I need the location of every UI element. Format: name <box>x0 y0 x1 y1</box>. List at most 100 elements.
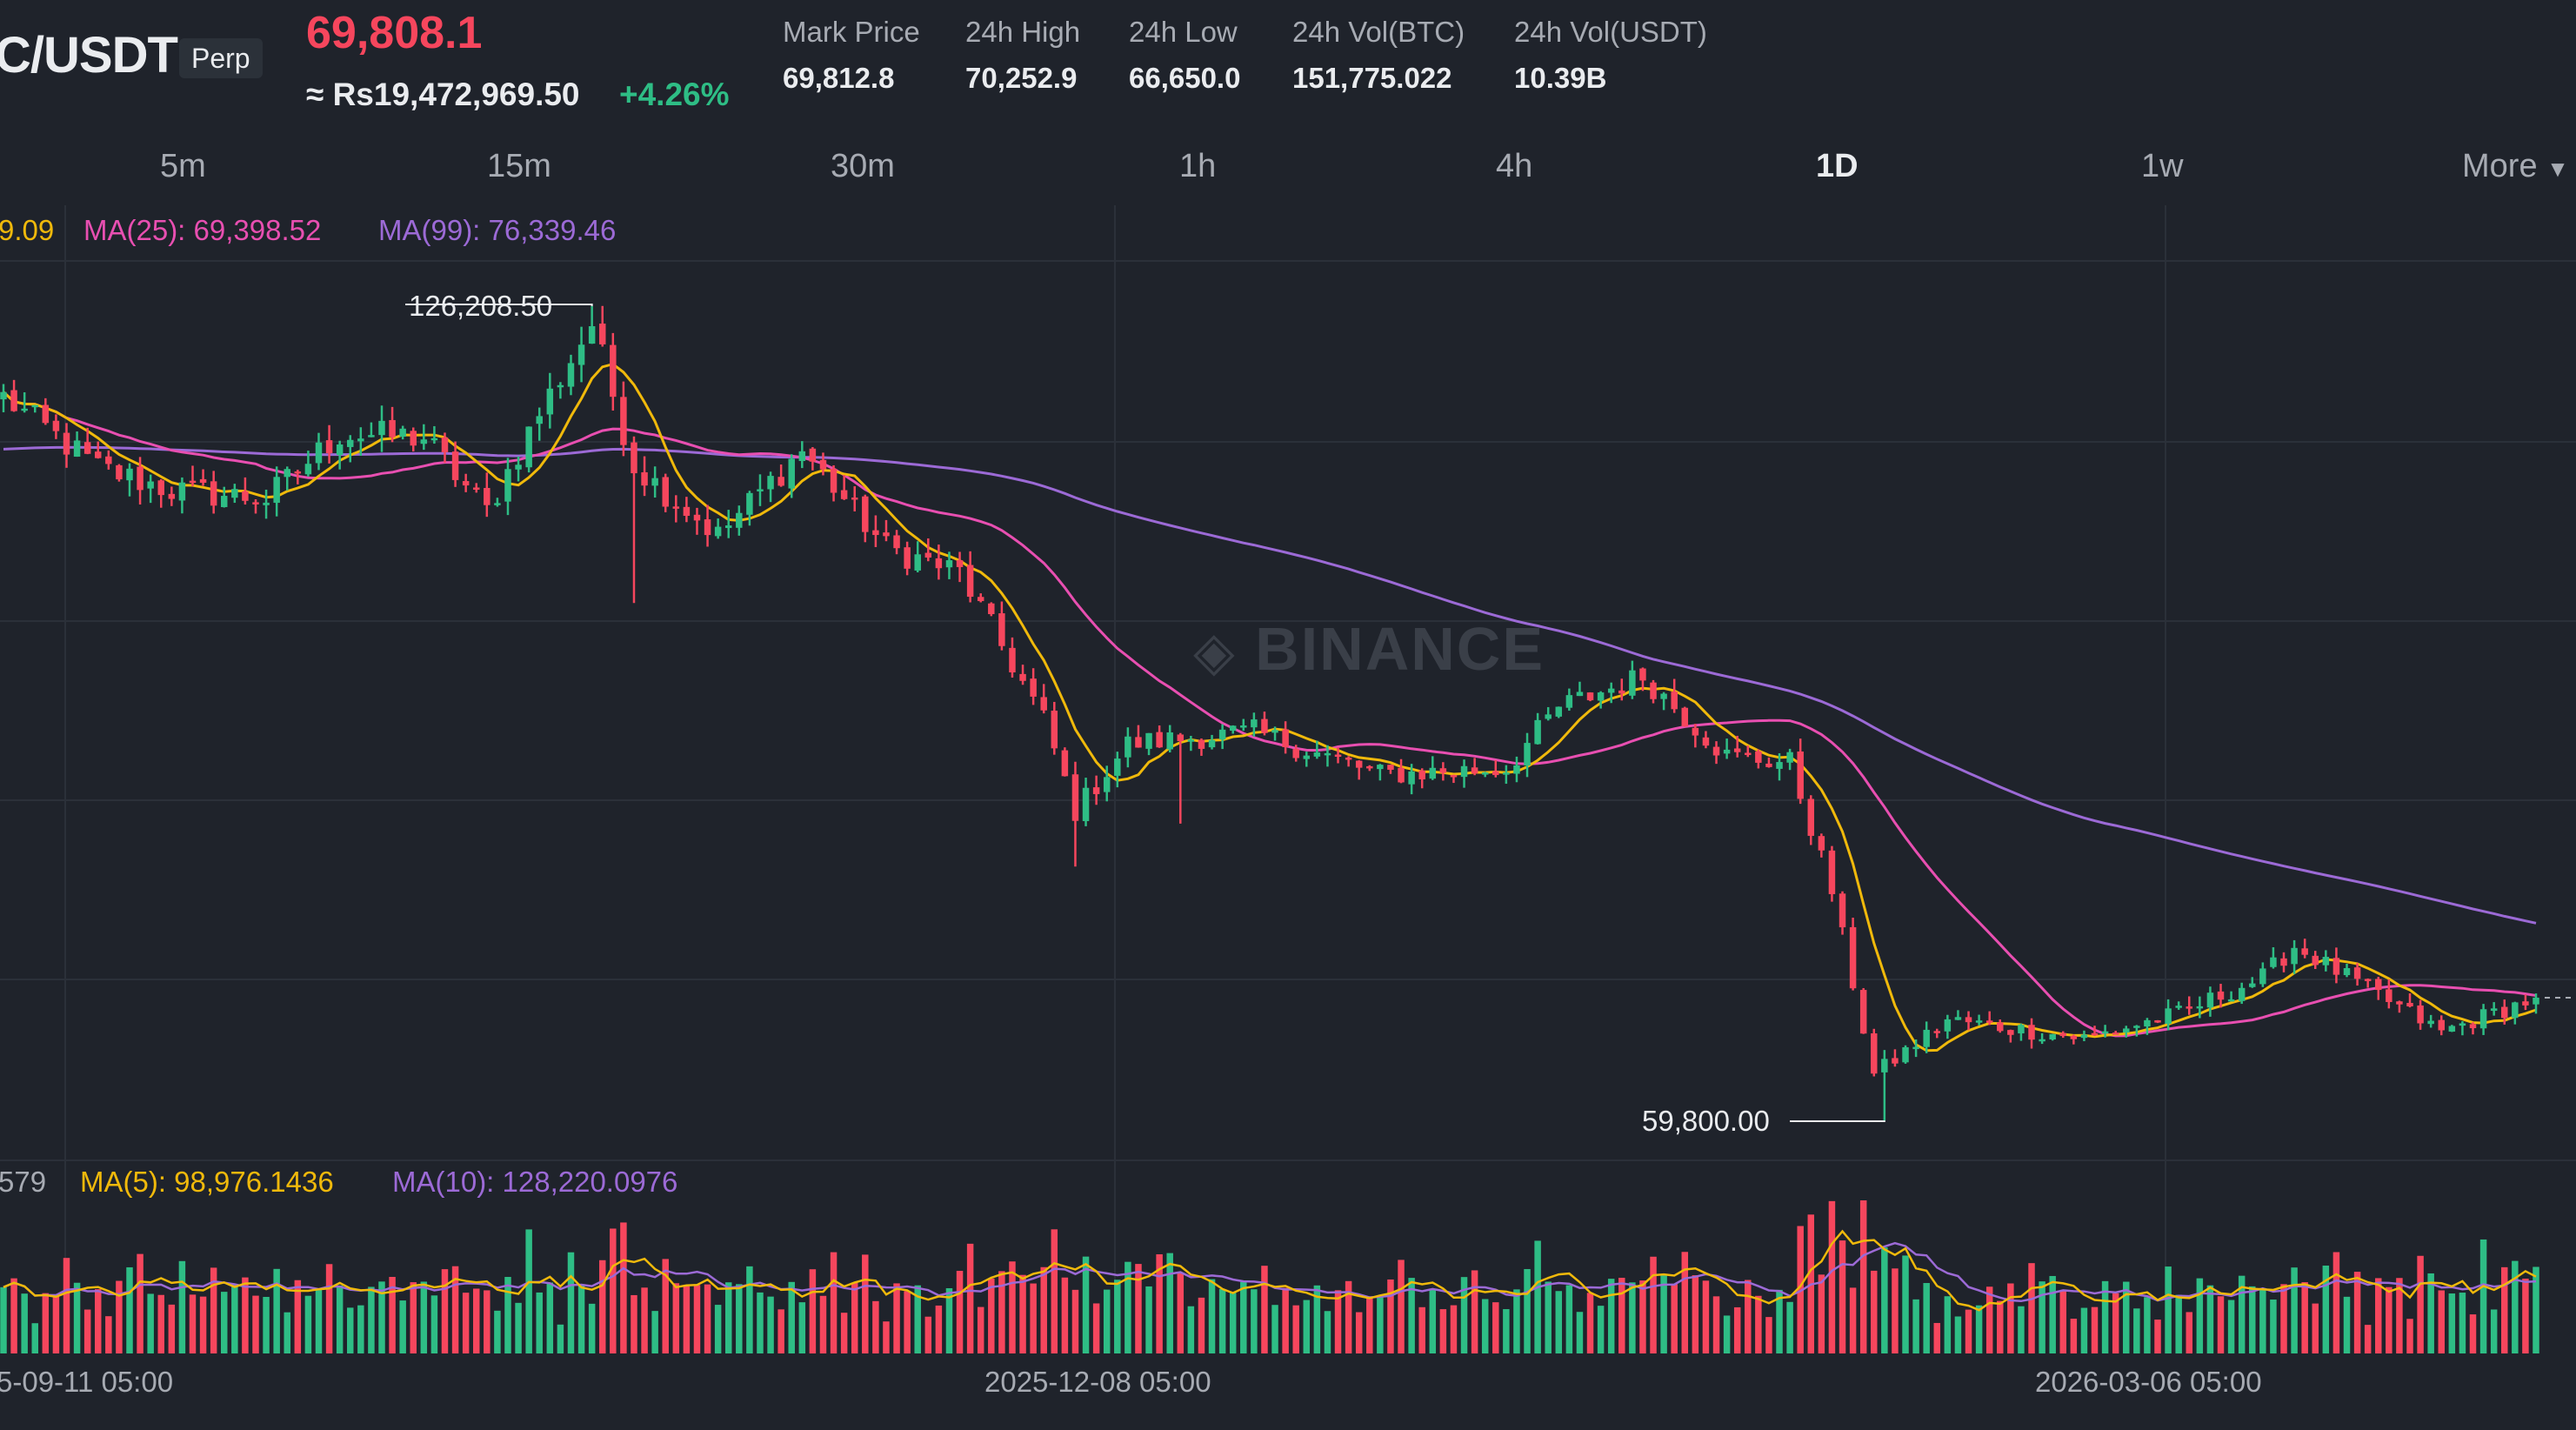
converted-price: ≈ Rs19,472,969.50 <box>306 77 580 112</box>
volume-bar <box>1240 1281 1247 1353</box>
candle-body <box>1671 692 1678 710</box>
volume-bar <box>2448 1293 2456 1353</box>
candle-body <box>2280 958 2287 966</box>
volume-bar <box>798 1302 806 1353</box>
candle-body <box>2375 979 2382 991</box>
volume-bar <box>1681 1252 1689 1353</box>
candle-body <box>1439 768 1447 773</box>
tab-1w[interactable]: 1w <box>2141 148 2184 184</box>
volume-bar <box>294 1280 302 1353</box>
volume-bar <box>95 1289 102 1353</box>
volume-bar <box>1975 1305 1983 1353</box>
volume-bar <box>1303 1300 1311 1353</box>
candle-body <box>724 525 732 529</box>
volume-bar <box>2501 1266 2508 1353</box>
candle-body <box>1009 647 1016 672</box>
volume-bar <box>966 1243 974 1353</box>
volume-bar <box>168 1304 176 1353</box>
volume-bar <box>1408 1278 1415 1353</box>
candle-body <box>2427 1020 2434 1025</box>
candle-body <box>883 532 890 537</box>
volume-bar <box>273 1268 280 1353</box>
candle-body <box>336 444 344 456</box>
candle-body <box>2206 992 2214 1008</box>
volume-bar <box>2217 1296 2225 1353</box>
volume-bar <box>1965 1309 1972 1353</box>
candle-body <box>1145 732 1152 749</box>
candle-body <box>1092 787 1100 794</box>
volume-bar <box>1859 1200 1867 1353</box>
volume-bar <box>2438 1290 2445 1353</box>
candle-body <box>389 419 396 438</box>
volume-bar <box>399 1300 406 1353</box>
tab-1h[interactable]: 1h <box>1179 148 1217 184</box>
candle-body <box>105 456 112 464</box>
volume-bar <box>1513 1289 1520 1353</box>
volume-bar <box>1597 1306 1605 1353</box>
tab-30m[interactable]: 30m <box>831 148 895 184</box>
tab-4h[interactable]: 4h <box>1496 148 1533 184</box>
more-timeframes-button[interactable]: More ▼ <box>2462 148 2569 185</box>
volume-bar <box>1639 1280 1646 1353</box>
candle-body <box>2479 1009 2487 1029</box>
candle-body <box>2186 1006 2193 1009</box>
candle-body <box>95 451 102 458</box>
x-axis-label-2: 2025-12-08 05:00 <box>984 1366 1211 1398</box>
tab-15m[interactable]: 15m <box>487 148 551 184</box>
volume-bar <box>1398 1260 1405 1353</box>
volume-bar <box>220 1292 228 1353</box>
volume-bar <box>2343 1296 2351 1353</box>
volume-bar <box>998 1271 1005 1353</box>
candle-body <box>83 442 91 454</box>
volume-bar <box>178 1260 186 1353</box>
volume-bar <box>2291 1267 2298 1353</box>
volume-bar <box>1387 1279 1394 1353</box>
volume-bar <box>1871 1270 1878 1353</box>
volume-bar <box>1061 1277 1069 1353</box>
candle-body <box>1292 749 1299 758</box>
candle-body <box>242 491 249 501</box>
candle-body <box>2270 957 2277 967</box>
tab-5m[interactable]: 5m <box>160 148 206 184</box>
volume-bar <box>1261 1266 1268 1353</box>
volume-bars <box>0 1200 2539 1353</box>
volume-bar <box>620 1222 627 1353</box>
candle-body <box>862 496 869 532</box>
volume-bar <box>1985 1286 1993 1353</box>
candle-body <box>1187 739 1195 742</box>
volume-bar <box>2133 1308 2140 1353</box>
candle-body <box>147 481 154 489</box>
candle-body <box>73 440 81 458</box>
candle-body <box>1985 1020 1993 1023</box>
volume-bar <box>2386 1286 2392 1353</box>
volume-bar <box>1607 1279 1615 1353</box>
volume-bar <box>2206 1285 2214 1353</box>
symbol-title[interactable]: C/USDT <box>0 27 178 84</box>
candle-body <box>2028 1025 2035 1040</box>
volume-bar <box>105 1316 112 1353</box>
volume-bar <box>1671 1284 1678 1353</box>
stat-value-24h-vol-usdt: 10.39B <box>1514 62 1607 94</box>
binance-watermark: ◈ BINANCE <box>1193 615 1545 683</box>
candle-body <box>410 431 417 446</box>
volume-bar <box>231 1284 238 1353</box>
tab-1d[interactable]: 1D <box>1816 148 1859 184</box>
volume-bar <box>1818 1274 1825 1353</box>
candle-body <box>598 324 606 344</box>
candle-body <box>2227 999 2235 1002</box>
candle-body <box>2238 987 2246 1001</box>
x-axis-label-3: 2026-03-06 05:00 <box>2035 1366 2262 1398</box>
stat-value-24h-high: 70,252.9 <box>965 62 1078 94</box>
volume-bar <box>42 1293 50 1353</box>
volume-bar <box>1923 1283 1930 1353</box>
volume-bar <box>73 1282 81 1353</box>
volume-bar <box>484 1290 491 1353</box>
volume-bar <box>252 1295 259 1353</box>
volume-bar <box>2427 1273 2434 1353</box>
volume-bar <box>2227 1300 2235 1353</box>
volume-bar <box>956 1271 964 1353</box>
volume-ma-lines <box>3 1229 2537 1312</box>
volume-bar <box>1565 1285 1573 1353</box>
volume-bar <box>1282 1287 1289 1353</box>
